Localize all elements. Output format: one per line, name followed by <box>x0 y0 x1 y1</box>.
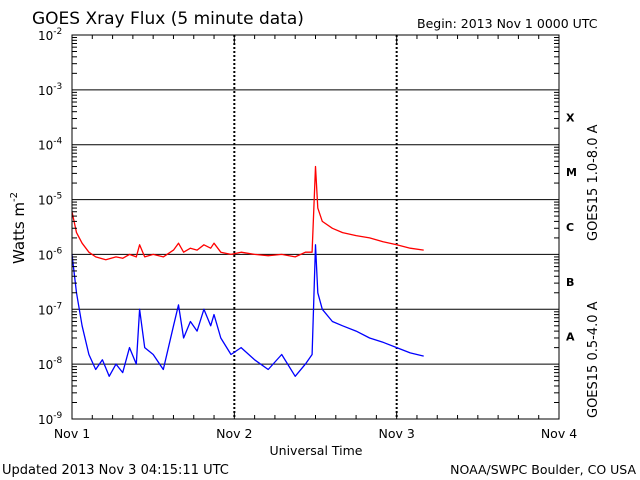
series-layer <box>71 165 424 377</box>
series-line-long <box>71 165 424 261</box>
flare-class-m: M <box>566 166 577 179</box>
source-credit: NOAA/SWPC Boulder, CO USA <box>450 462 636 477</box>
x-tick-label: Nov 2 <box>216 426 252 441</box>
series-label-short: GOES15 0.5-4.0 A <box>586 301 601 418</box>
x-tick-label: Nov 1 <box>54 426 90 441</box>
svg-text:Watts m-2: Watts m-2 <box>9 192 28 264</box>
y-axis-label: Watts m-2 <box>9 192 28 264</box>
y-tick-label: 10-2 <box>38 27 62 43</box>
updated-timestamp: Updated 2013 Nov 3 04:15:11 UTC <box>2 463 229 478</box>
chart-title: GOES Xray Flux (5 minute data) <box>32 9 304 29</box>
y-tick-label: 10-9 <box>38 411 63 427</box>
flare-class-a: A <box>566 331 575 344</box>
flare-class-b: B <box>566 276 574 289</box>
y-tick-label: 10-8 <box>38 356 63 372</box>
begin-timestamp: Begin: 2013 Nov 1 0000 UTC <box>417 16 598 31</box>
y-axis-label-exponent: -2 <box>9 192 20 202</box>
y-axis: 10-9 10-8 10-7 10-6 10-5 10-4 10-3 10-2 <box>38 27 559 427</box>
plot-frame <box>71 34 560 420</box>
flare-class-x: X <box>566 111 575 124</box>
flare-class-labels: A B C M X <box>566 111 577 343</box>
y-tick-label: 10-6 <box>38 246 63 262</box>
y-tick-label: 10-7 <box>38 301 62 317</box>
y-tick-label: 10-4 <box>38 137 63 153</box>
y-tick-label: 10-3 <box>38 82 62 98</box>
x-tick-label: Nov 4 <box>541 426 577 441</box>
series-label-long: GOES15 1.0-8.0 A <box>586 124 601 241</box>
x-tick-label: Nov 3 <box>379 426 415 441</box>
series-line-short <box>71 244 424 377</box>
flare-class-c: C <box>566 221 574 234</box>
x-axis-label: Universal Time <box>270 443 363 458</box>
y-tick-label: 10-5 <box>38 192 62 208</box>
x-axis: Nov 1 Nov 2 Nov 3 Nov 4 <box>54 35 577 441</box>
grid <box>72 34 559 420</box>
y-axis-label-text: Watts m <box>10 202 28 264</box>
